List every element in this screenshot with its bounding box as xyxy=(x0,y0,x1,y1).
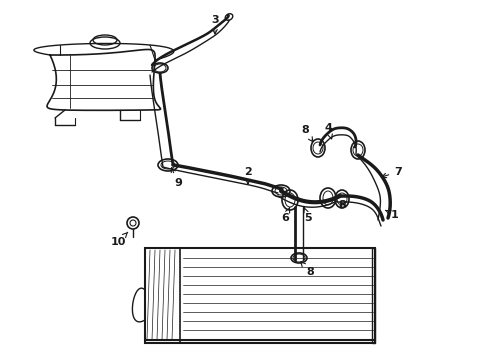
Text: 1: 1 xyxy=(386,210,399,220)
Text: 4: 4 xyxy=(324,123,332,139)
Text: 8: 8 xyxy=(338,200,346,210)
Text: 7: 7 xyxy=(382,167,402,178)
Text: 6: 6 xyxy=(281,208,290,223)
Text: 8: 8 xyxy=(301,262,314,277)
Text: 8: 8 xyxy=(301,125,313,141)
Bar xyxy=(145,248,375,343)
Text: 5: 5 xyxy=(304,207,312,223)
Bar xyxy=(145,248,180,343)
Text: 2: 2 xyxy=(244,167,252,184)
Bar xyxy=(372,248,375,343)
Text: 10: 10 xyxy=(110,232,128,247)
Text: 3: 3 xyxy=(211,15,219,34)
Text: 9: 9 xyxy=(171,168,182,188)
